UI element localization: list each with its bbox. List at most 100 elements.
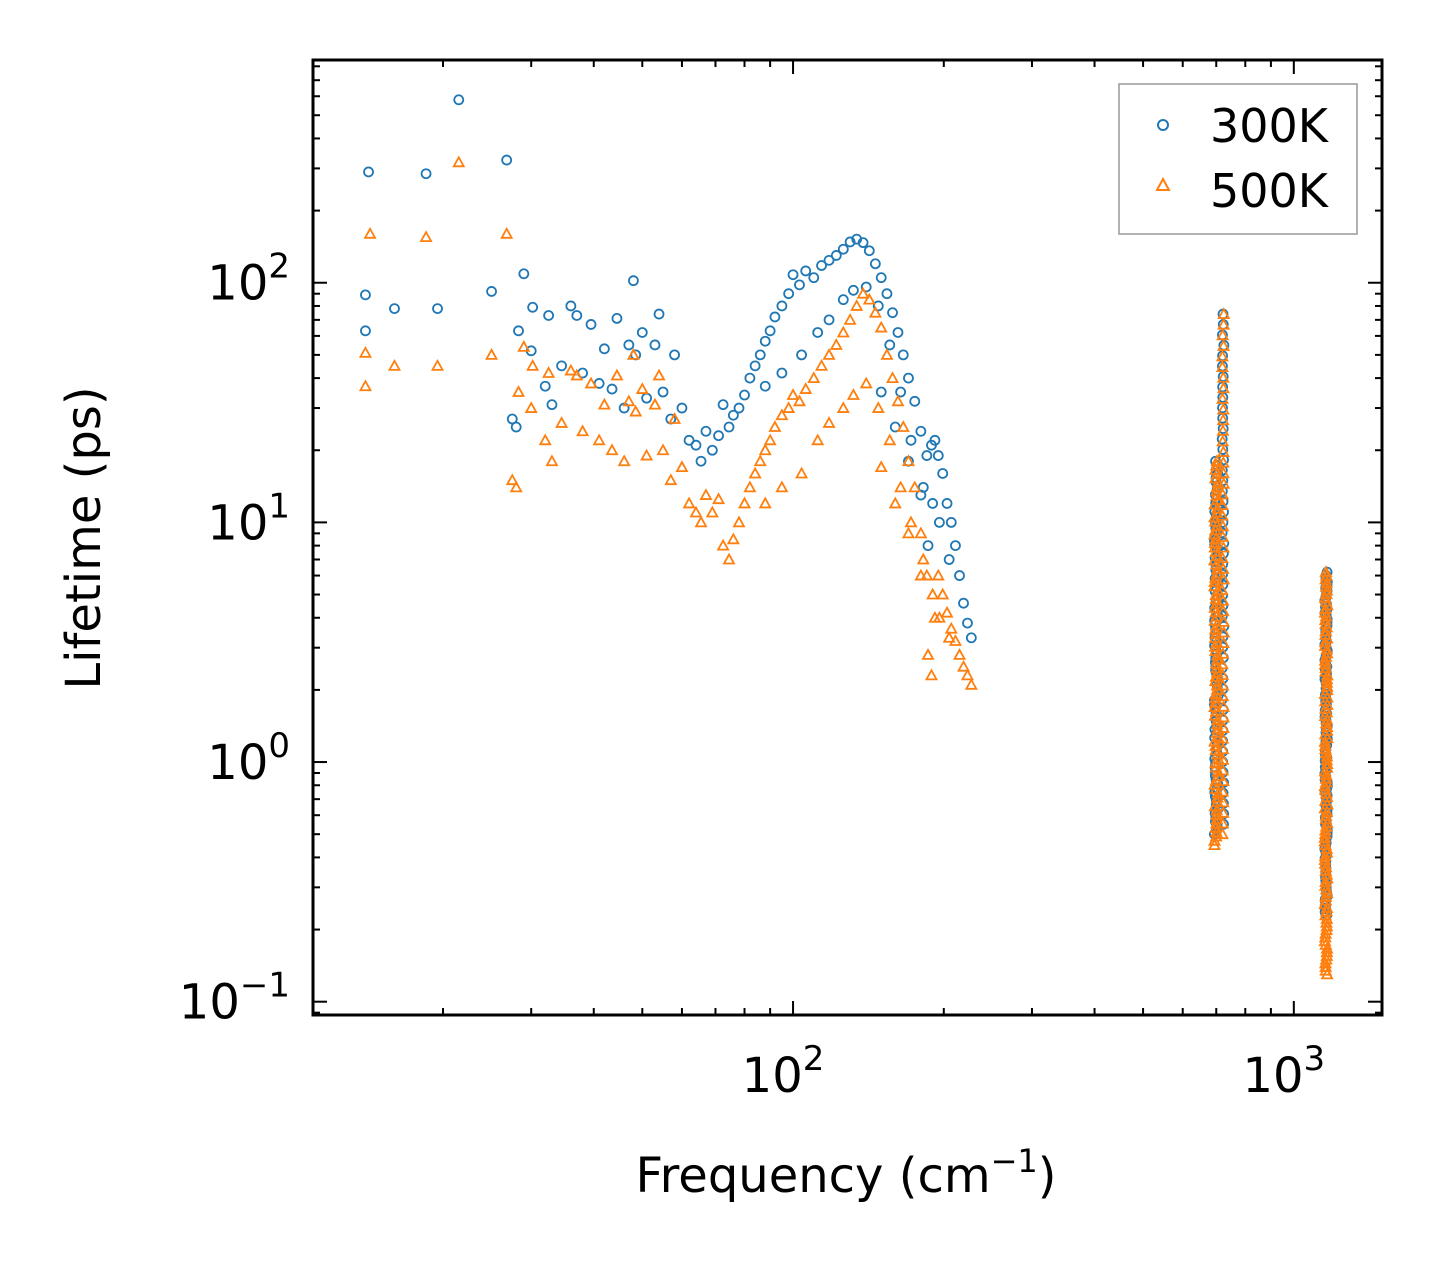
point-500k xyxy=(1216,540,1230,553)
point-500k xyxy=(1215,551,1229,564)
point-300k xyxy=(837,294,849,306)
point-500k xyxy=(705,505,719,518)
point-500k xyxy=(829,338,843,350)
point-300k xyxy=(776,300,788,312)
point-500k xyxy=(758,496,772,509)
point-300k xyxy=(733,402,745,414)
point-300k xyxy=(857,237,869,249)
point-500k xyxy=(753,454,767,467)
point-500k xyxy=(908,480,922,493)
point-500k xyxy=(799,382,813,394)
point-300k xyxy=(945,516,957,528)
point-500k xyxy=(868,305,882,318)
point-500k xyxy=(1217,615,1231,627)
point-300k xyxy=(884,339,896,351)
point-500k xyxy=(570,368,584,381)
point-300k xyxy=(683,434,695,446)
point-500k xyxy=(1215,583,1229,595)
point-500k xyxy=(1210,454,1224,467)
point-500k xyxy=(732,515,746,528)
point-500k xyxy=(1217,307,1231,319)
point-500k xyxy=(786,388,800,400)
point-500k xyxy=(605,443,619,456)
point-300k xyxy=(921,450,933,461)
point-500k xyxy=(722,552,736,565)
point-300k xyxy=(787,269,799,281)
point-500k xyxy=(1216,795,1230,808)
point-300k xyxy=(823,254,835,266)
point-500k xyxy=(726,532,740,545)
point-500k xyxy=(901,454,915,467)
point-300k xyxy=(954,570,965,581)
point-500k xyxy=(775,480,789,493)
x-axis-label: Frequency (cm−1) xyxy=(635,1142,1056,1204)
point-500k xyxy=(850,299,864,311)
point-500k xyxy=(716,538,730,551)
point-500k xyxy=(597,397,611,410)
y-tick-label: 100 xyxy=(207,726,290,791)
point-300k xyxy=(486,286,497,297)
point-500k xyxy=(940,605,954,618)
point-500k xyxy=(1216,434,1230,447)
point-300k xyxy=(420,168,432,180)
point-500k xyxy=(682,496,696,509)
point-500k xyxy=(914,526,928,539)
point-500k xyxy=(1216,742,1230,755)
point-500k xyxy=(763,433,777,446)
y-tick-label: 10−1 xyxy=(179,966,290,1031)
point-500k xyxy=(640,448,654,461)
point-300k xyxy=(848,284,859,296)
point-300k xyxy=(510,421,522,433)
point-300k xyxy=(922,540,934,552)
point-300k xyxy=(927,498,939,509)
point-500k xyxy=(1215,498,1229,511)
point-300k xyxy=(759,380,771,392)
point-500k xyxy=(856,286,870,299)
point-500k xyxy=(916,552,930,565)
point-500k xyxy=(883,433,897,446)
point-500k xyxy=(896,420,910,432)
point-500k xyxy=(1215,657,1229,670)
point-500k xyxy=(664,473,678,486)
point-500k xyxy=(358,345,372,358)
point-500k xyxy=(874,460,888,473)
point-300k xyxy=(881,288,893,300)
point-500k xyxy=(648,397,662,410)
point-300k xyxy=(915,425,927,437)
point-500k xyxy=(1216,763,1230,776)
point-500k xyxy=(1216,593,1230,606)
point-300k xyxy=(749,360,761,372)
point-500k xyxy=(1216,423,1230,436)
point-500k xyxy=(891,394,905,407)
point-300k xyxy=(585,319,597,330)
point-500k xyxy=(792,394,807,407)
point-300k xyxy=(727,409,739,421)
point-300k xyxy=(513,325,524,337)
point-500k xyxy=(894,480,908,493)
point-300k xyxy=(962,617,973,629)
point-300k xyxy=(713,430,724,442)
point-500k xyxy=(1216,646,1230,659)
point-500k xyxy=(885,371,900,384)
point-300k xyxy=(636,327,648,338)
point-500k xyxy=(635,382,649,394)
point-300k xyxy=(823,314,835,326)
point-500k xyxy=(485,348,499,360)
point-500k xyxy=(1216,668,1230,680)
point-300k xyxy=(759,335,771,347)
point-500k xyxy=(942,630,956,643)
point-300k xyxy=(546,399,558,411)
point-300k xyxy=(653,308,665,320)
point-300k xyxy=(1217,600,1229,612)
point-500k xyxy=(960,668,974,681)
point-500k xyxy=(545,454,559,467)
point-500k xyxy=(807,371,821,384)
point-500k xyxy=(1217,339,1231,351)
point-500k xyxy=(617,454,631,467)
point-300k xyxy=(739,389,750,401)
point-300k xyxy=(950,540,961,552)
point-500k xyxy=(964,677,978,690)
point-300k xyxy=(943,554,955,565)
point-500k xyxy=(1217,317,1231,330)
